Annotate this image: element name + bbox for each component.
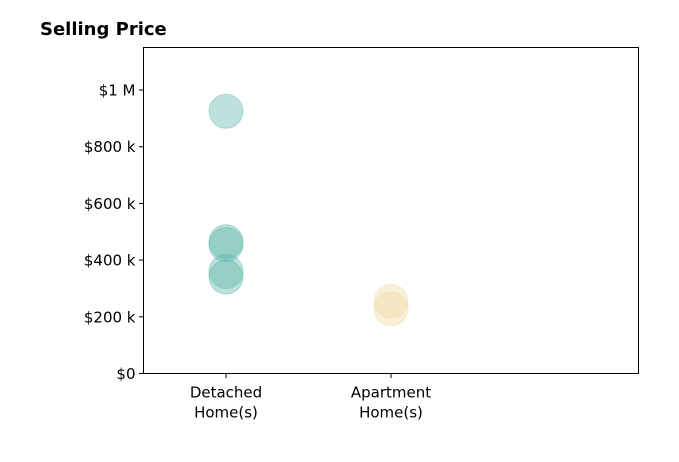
chart-title: Selling Price [40, 19, 167, 40]
data-point [208, 253, 244, 289]
data-point [208, 224, 244, 260]
y-tick-label: $600 k [84, 195, 136, 213]
x-axis: Detached Home(s) Apartment Home(s) [190, 373, 431, 422]
y-tick-label: $1 M [99, 82, 136, 100]
x-tick-label: Detached Home(s) [190, 384, 262, 422]
y-tick-label: $800 k [84, 138, 136, 156]
data-point [208, 259, 244, 295]
x-tick-label: Apartment Home(s) [351, 384, 431, 422]
y-axis: $0 $200 k $400 k $600 k $800 k $1 M [84, 82, 144, 383]
data-point [208, 93, 244, 129]
data-point [373, 291, 409, 327]
y-tick-label: $400 k [84, 252, 136, 270]
y-tick-label: $200 k [84, 308, 136, 326]
data-point [373, 283, 409, 319]
data-points [208, 93, 409, 327]
data-point [208, 227, 244, 263]
y-tick-label: $0 [116, 365, 135, 383]
